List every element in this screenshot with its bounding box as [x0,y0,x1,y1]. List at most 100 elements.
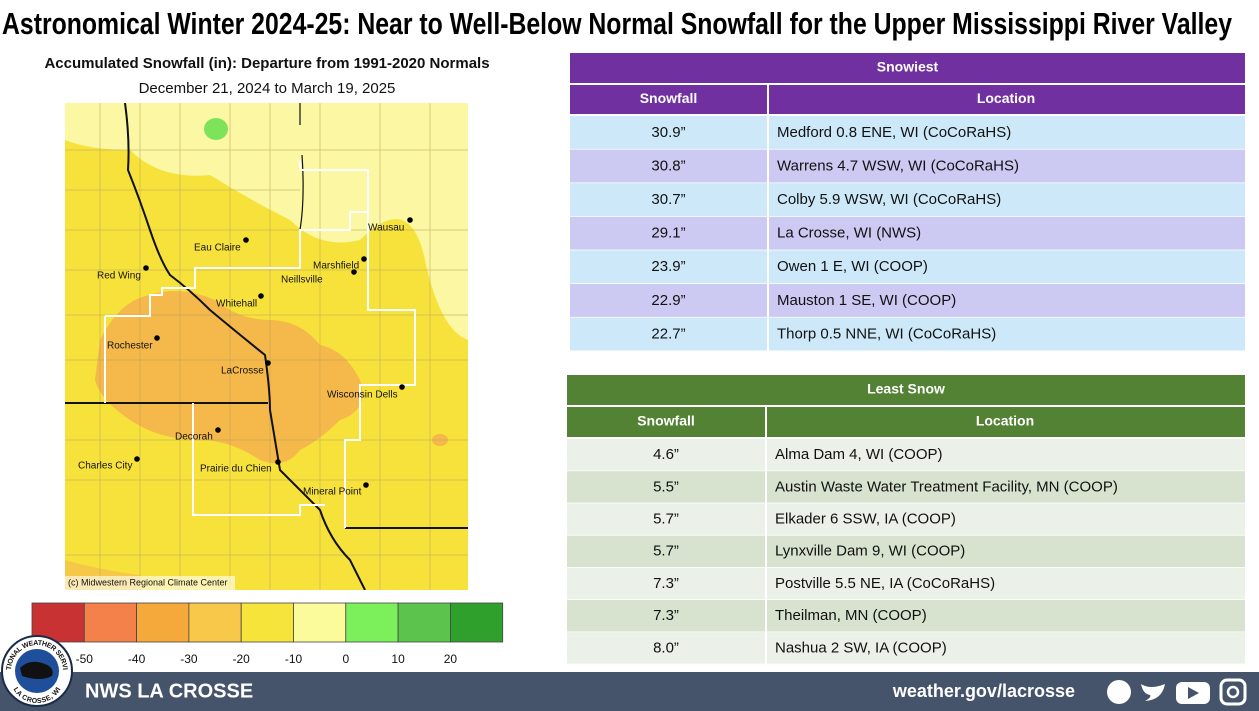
legend-tick-label: 10 [391,652,405,666]
legend-swatch [449,602,504,643]
city-label: Marshfield [313,261,359,272]
location-cell: Postville 5.5 NE, IA (CoCoRaHS) [775,575,995,592]
city-label: Neillsville [281,275,323,286]
city-dot [243,237,249,243]
column-header-bar [570,85,767,114]
city-label: Whitehall [216,299,257,310]
column-header-bar [567,407,765,437]
footer-url[interactable]: weather.gov/lacrosse [892,681,1075,701]
location-cell: Elkader 6 SSW, IA (COOP) [775,510,956,527]
city-dot [351,269,357,275]
table-row [570,284,1245,318]
table-row [570,116,1245,150]
snowfall-cell: 4.6” [653,446,679,463]
city-dot [258,293,264,299]
column-header: Snowfall [637,413,695,429]
city-label: Eau Claire [194,243,241,254]
location-cell: Austin Waste Water Treatment Facility, M… [775,478,1118,495]
table-title: Least Snow [867,381,945,397]
location-cell: Alma Dam 4, WI (COOP) [775,446,943,463]
legend-tick-label: 20 [444,652,458,666]
legend-tick-label: -40 [128,652,146,666]
legend-tick-label: 0 [342,652,349,666]
snowfall-cell: 5.7” [653,510,679,527]
table-row [570,317,1245,352]
table-row [567,535,1245,568]
page-title: Astronomical Winter 2024-25: Near to Wel… [2,6,1233,41]
table-row [567,471,1245,504]
legend-swatch [397,602,451,643]
footer-office: NWS LA CROSSE [85,680,253,702]
location-cell: Theilman, MN (COOP) [775,607,927,624]
city-label: Red Wing [97,271,141,282]
snowfall-cell: 22.7” [651,325,685,342]
city-label: Prairie du Chien [200,464,272,475]
location-cell: Colby 5.9 WSW, WI (CoCoRaHS) [777,191,1001,208]
snowfall-cell: 30.7” [651,191,685,208]
city-label: Wausau [368,223,404,234]
legend-swatch [240,602,294,643]
twitter-icon[interactable] [1141,684,1165,701]
snowfall-cell: 30.9” [651,124,685,141]
snowfall-cell: 5.5” [653,478,679,495]
column-header-bar [769,85,1245,114]
instagram-icon[interactable] [1219,678,1247,706]
location-cell: Owen 1 E, WI (COOP) [777,258,928,275]
location-cell: Lynxville Dam 9, WI (COOP) [775,543,965,560]
map-credit: (c) Midwestern Regional Climate Center [68,577,228,587]
snowfall-cell: 7.3” [653,607,679,624]
table-row [570,183,1245,217]
location-cell: La Crosse, WI (NWS) [777,225,921,242]
legend-swatch [188,602,242,643]
legend-swatch [83,602,138,643]
table-row [570,216,1245,251]
column-header: Location [976,413,1034,429]
city-label: Charles City [78,461,132,472]
city-dot [361,256,367,262]
city-label: Wisconsin Dells [327,390,398,401]
column-header: Location [977,90,1035,106]
social-icons [1107,678,1247,706]
column-header-bar [767,407,1245,437]
facebook-icon[interactable] [1107,680,1131,704]
table-title-bar [570,53,1245,83]
city-dot [399,384,405,390]
legend-tick-label: -30 [180,652,198,666]
legend-tick-label: -50 [76,652,94,666]
city-dot [407,217,413,223]
table-row [567,600,1245,633]
location-cell: Warrens 4.7 WSW, WI (CoCoRaHS) [777,157,1019,174]
legend-swatch [293,602,347,643]
map-title: Accumulated Snowfall (in): Departure fro… [44,55,489,72]
location-cell: Thorp 0.5 NNE, WI (CoCoRaHS) [777,325,996,342]
city-label: Mineral Point [303,487,362,498]
snowfall-cell: 22.9” [651,292,685,309]
legend-tick-label: -10 [285,652,303,666]
footer-bar [0,672,1259,711]
city-dot [154,335,160,341]
table-row [567,503,1245,536]
table-row [570,250,1245,284]
snowfall-cell: 5.7” [653,543,679,560]
table-title: Snowiest [877,59,939,75]
credit-box [65,576,235,590]
city-dot [215,427,221,433]
map [65,103,468,590]
location-cell: Mauston 1 SE, WI (COOP) [777,292,956,309]
city-label: Decorah [175,432,213,443]
snowfall-cell: 7.3” [653,575,679,592]
snowfall-cell: 8.0” [653,639,679,656]
city-label: LaCrosse [221,366,264,377]
table-row [567,439,1245,472]
city-label: Rochester [107,341,153,352]
map-subtitle: December 21, 2024 to March 19, 2025 [139,80,396,97]
snowfall-cell: 30.8” [651,157,685,174]
city-labels: Eau Claire Wausau Red Wing Marshfield Neills… [78,217,413,498]
table-title-bar [567,375,1245,405]
city-dot [265,360,271,366]
table-row [567,632,1245,665]
city-dot [275,459,281,465]
legend-swatch [136,602,190,643]
snowfall-cell: 23.9” [651,258,685,275]
